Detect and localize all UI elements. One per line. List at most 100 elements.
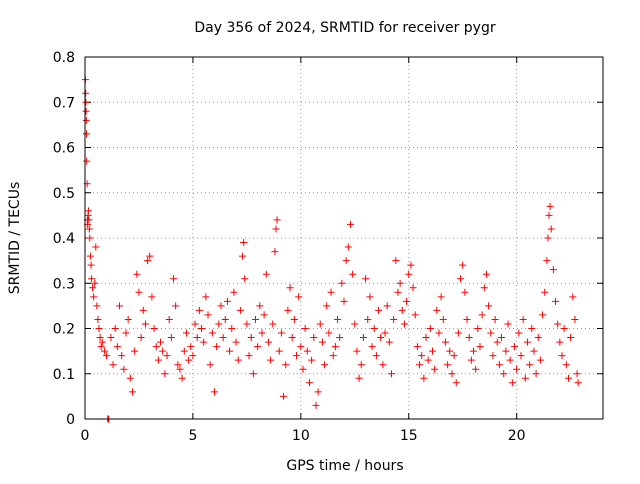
data-point [342, 257, 350, 265]
data-point [290, 315, 298, 323]
data-point [182, 329, 190, 337]
y-tick-label: 0 [66, 412, 75, 428]
data-point [131, 347, 139, 355]
data-point [90, 293, 98, 301]
data-point [571, 315, 579, 323]
data-point [272, 225, 280, 233]
data-point [98, 338, 106, 346]
data-point [400, 320, 408, 328]
data-point [564, 374, 572, 382]
data-point [385, 338, 393, 346]
data-point [133, 270, 141, 278]
data-point [459, 261, 467, 269]
data-point [83, 157, 91, 165]
data-point [223, 297, 231, 305]
data-point [82, 89, 90, 97]
data-point [329, 352, 337, 360]
data-point [532, 370, 540, 378]
data-point [465, 334, 473, 342]
data-point [409, 284, 417, 292]
plot-frame [84, 56, 604, 420]
data-point [574, 379, 582, 387]
data-point [163, 352, 171, 360]
data-point [185, 356, 193, 364]
data-point [549, 266, 557, 274]
data-point [552, 297, 560, 305]
data-point [92, 243, 100, 251]
data-point [126, 374, 134, 382]
data-point [89, 284, 97, 292]
data-point [82, 116, 90, 124]
data-point [511, 343, 519, 351]
data-point [489, 352, 497, 360]
data-point [420, 374, 428, 382]
data-point [234, 356, 242, 364]
data-point [273, 216, 281, 224]
data-point [118, 352, 126, 360]
data-point [485, 302, 493, 310]
data-point [258, 329, 266, 337]
data-point [327, 288, 335, 296]
data-point [230, 288, 238, 296]
data-point [213, 343, 221, 351]
data-point [96, 334, 104, 342]
x-tick-label: 5 [188, 428, 197, 444]
data-point [172, 302, 180, 310]
data-point [308, 356, 316, 364]
data-point [277, 329, 285, 337]
data-point [558, 352, 566, 360]
x-tick-label: 20 [508, 428, 526, 444]
data-point [87, 275, 95, 283]
data-point [478, 311, 486, 319]
data-point [165, 315, 173, 323]
data-point [178, 374, 186, 382]
data-point [362, 275, 370, 283]
data-point [355, 374, 363, 382]
data-point [544, 234, 552, 242]
data-point [521, 374, 529, 382]
data-point [439, 315, 447, 323]
data-point [437, 293, 445, 301]
data-point [357, 361, 365, 369]
data-point [82, 98, 90, 106]
data-point [299, 365, 307, 373]
data-point [146, 252, 154, 260]
data-point [470, 347, 477, 355]
y-tick-label: 0.4 [53, 231, 75, 247]
data-point [226, 347, 234, 355]
data-point [187, 343, 195, 351]
data-point [446, 347, 454, 355]
x-tick-label: 10 [292, 428, 310, 444]
data-point [390, 315, 398, 323]
data-point [83, 130, 91, 138]
data-point [457, 275, 465, 283]
data-point [353, 347, 361, 355]
data-point [232, 338, 240, 346]
data-point [508, 379, 516, 387]
data-point [137, 334, 145, 342]
data-point [366, 293, 374, 301]
data-point [167, 334, 175, 342]
data-point [368, 343, 376, 351]
data-point [159, 347, 167, 355]
data-point [152, 343, 160, 351]
data-point [303, 347, 311, 355]
data-point [567, 334, 575, 342]
data-point [312, 401, 320, 409]
data-point [413, 343, 421, 351]
data-point [383, 302, 391, 310]
data-point [116, 302, 124, 310]
data-point [428, 347, 436, 355]
y-tick-label: 0.7 [53, 95, 75, 111]
data-point [418, 352, 426, 360]
data-point [461, 288, 469, 296]
data-point [387, 370, 395, 378]
data-point [262, 270, 270, 278]
data-point [247, 334, 255, 342]
data-point [321, 361, 329, 369]
data-point [435, 329, 443, 337]
data-point [113, 343, 121, 351]
data-point [534, 334, 542, 342]
data-point [241, 275, 249, 283]
data-point [161, 370, 169, 378]
